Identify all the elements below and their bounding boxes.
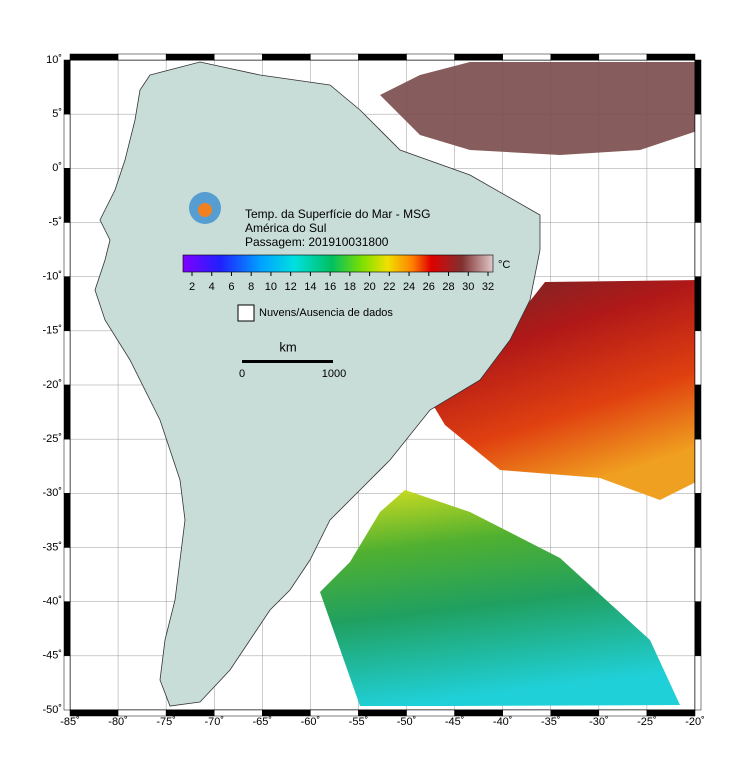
colorbar-tick-label: 20 bbox=[363, 281, 375, 293]
frame-segment bbox=[694, 547, 702, 602]
colorbar-tick-label: 10 bbox=[265, 281, 277, 293]
legend-label: Nuvens/Ausencia de dados bbox=[259, 307, 393, 319]
title-line: Temp. da Superfície do Mar - MSG bbox=[245, 207, 430, 221]
y-label: 5˚ bbox=[52, 108, 62, 120]
x-label: -65˚ bbox=[253, 716, 273, 728]
frame-segment bbox=[358, 53, 407, 61]
y-label: -30˚ bbox=[42, 487, 62, 499]
scale-label: 0 bbox=[239, 368, 245, 380]
frame-segment bbox=[63, 59, 71, 115]
frame-segment bbox=[213, 53, 263, 61]
frame-segment bbox=[646, 53, 696, 61]
logo-sun bbox=[198, 203, 212, 217]
colorbar-tick-label: 32 bbox=[482, 281, 494, 293]
frame-segment bbox=[63, 276, 71, 332]
colorbar-tick-label: 24 bbox=[403, 281, 415, 293]
colorbar-unit: °C bbox=[498, 259, 510, 271]
frame-segment bbox=[63, 113, 71, 169]
y-label: 10˚ bbox=[46, 54, 62, 66]
y-label: -20˚ bbox=[42, 379, 62, 391]
frame-segment bbox=[63, 655, 71, 711]
frame-segment bbox=[646, 709, 696, 717]
colorbar-tick-label: 18 bbox=[344, 281, 356, 293]
x-label: -30˚ bbox=[589, 716, 609, 728]
y-label: -5˚ bbox=[49, 216, 62, 228]
frame-segment bbox=[598, 53, 648, 61]
frame-segment bbox=[694, 438, 702, 494]
colorbar bbox=[182, 254, 494, 273]
x-label: -35˚ bbox=[541, 716, 561, 728]
frame-segment bbox=[117, 53, 167, 61]
title-line: Passagem: 201910031800 bbox=[245, 235, 389, 249]
y-label: 0˚ bbox=[52, 162, 62, 174]
frame-segment bbox=[694, 601, 702, 657]
scale-label: 1000 bbox=[322, 368, 346, 380]
x-label: -25˚ bbox=[637, 716, 657, 728]
frame-segment bbox=[454, 53, 503, 61]
legend-swatch bbox=[237, 304, 255, 322]
y-label: -15˚ bbox=[42, 325, 62, 337]
frame-segment bbox=[63, 222, 71, 277]
colorbar-tick-label: 30 bbox=[462, 281, 474, 293]
frame-segment bbox=[694, 655, 702, 711]
x-label: -55˚ bbox=[349, 716, 369, 728]
x-label: -50˚ bbox=[397, 716, 417, 728]
frame-segment bbox=[406, 53, 455, 61]
frame-segment bbox=[694, 493, 702, 548]
frame-segment bbox=[694, 59, 702, 115]
frame-segment bbox=[69, 53, 119, 61]
colorbar-ticks: 2 4 6 8 10 12 14 16 18 20 22 24 26 28 30 32 bbox=[189, 272, 494, 293]
x-label: -80˚ bbox=[108, 716, 128, 728]
frame-segment bbox=[694, 330, 702, 386]
frame-segment bbox=[63, 168, 71, 223]
north-sst bbox=[380, 62, 700, 155]
frame-segment bbox=[502, 53, 552, 61]
colorbar-tick-label: 28 bbox=[442, 281, 454, 293]
colorbar-tick-label: 14 bbox=[304, 281, 316, 293]
frame-segment bbox=[694, 222, 702, 277]
x-label: -40˚ bbox=[493, 716, 513, 728]
colorbar-tick-label: 16 bbox=[324, 281, 336, 293]
x-label: -20˚ bbox=[685, 716, 705, 728]
colorbar-tick-label: 8 bbox=[248, 281, 254, 293]
colorbar-tick-label: 2 bbox=[189, 281, 195, 293]
frame-segment bbox=[550, 53, 600, 61]
colorbar-tick-label: 6 bbox=[228, 281, 234, 293]
y-label: -50˚ bbox=[42, 704, 62, 716]
frame-segment bbox=[63, 547, 71, 602]
frame-segment bbox=[63, 493, 71, 548]
scale-unit: km bbox=[279, 339, 296, 354]
frame-segment bbox=[165, 53, 215, 61]
frame-segment bbox=[63, 384, 71, 440]
south-sst bbox=[320, 490, 680, 706]
colorbar-tick-label: 12 bbox=[285, 281, 297, 293]
frame-segment bbox=[310, 53, 359, 61]
frame-segment bbox=[694, 113, 702, 169]
x-label: -45˚ bbox=[445, 716, 465, 728]
frame-segment bbox=[694, 276, 702, 332]
frame-segment bbox=[63, 601, 71, 657]
frame-segment bbox=[262, 53, 311, 61]
y-label: -10˚ bbox=[42, 271, 62, 283]
x-label: -70˚ bbox=[204, 716, 224, 728]
east-sst bbox=[430, 280, 700, 500]
frame-segment bbox=[694, 384, 702, 440]
y-label: -25˚ bbox=[42, 433, 62, 445]
title-line: América do Sul bbox=[245, 221, 326, 235]
frame-segment bbox=[63, 330, 71, 386]
frame-bars bbox=[63, 53, 702, 717]
frame-segment bbox=[694, 168, 702, 223]
frame-segment bbox=[63, 438, 71, 494]
x-label: -75˚ bbox=[156, 716, 176, 728]
colorbar-tick-label: 4 bbox=[209, 281, 215, 293]
colorbar-tick-label: 26 bbox=[423, 281, 435, 293]
colorbar-tick-label: 22 bbox=[383, 281, 395, 293]
scale-bar bbox=[242, 360, 333, 363]
x-label: -85˚ bbox=[60, 716, 80, 728]
y-label: -40˚ bbox=[42, 596, 62, 608]
y-label: -35˚ bbox=[42, 541, 62, 553]
x-label: -60˚ bbox=[301, 716, 321, 728]
y-label: -45˚ bbox=[42, 650, 62, 662]
